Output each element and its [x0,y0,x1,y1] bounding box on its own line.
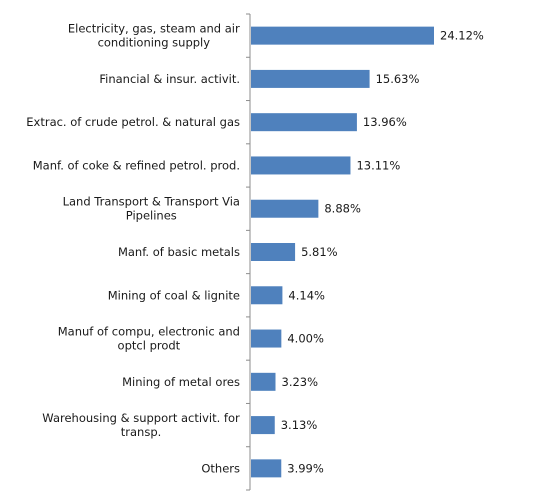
category-label: Extrac. of crude petrol. & natural gas [26,115,240,129]
value-labels: 24.12% 15.63% 13.96% 13.11% 8.88% 5.81% 4.14% 4… [281,29,484,476]
category-label-line: Mining of coal & lignite [108,288,240,302]
bar [251,372,276,391]
bar [251,156,351,175]
category-label: Manuf of compu, electronic and optcl prod… [58,325,240,353]
data-label: 24.12% [440,29,484,43]
category-label-line: Mining of metal ores [122,375,240,389]
category-label-line: Manf. of coke & refined petrol. prod. [33,158,240,172]
bar [251,459,282,478]
data-label: 15.63% [376,72,420,86]
category-label: Electricity, gas, steam and air condition… [68,22,240,50]
bar [251,113,357,132]
data-label: 3.23% [282,375,319,389]
data-label: 13.11% [356,158,400,172]
data-label: 5.81% [301,245,338,259]
category-label-line: Financial & insur. activit. [99,72,240,86]
category-label: Financial & insur. activit. [99,72,240,86]
category-label-line: Manf. of basic metals [118,245,240,259]
bar [251,329,282,348]
category-label: Manf. of basic metals [118,245,240,259]
bars-group [251,26,434,478]
data-label: 3.13% [281,418,318,432]
category-label-line: transp. [121,425,162,439]
bar [251,199,319,218]
data-label: 3.99% [287,461,324,475]
category-label-line: Electricity, gas, steam and air [68,22,240,36]
data-label: 13.96% [363,115,407,129]
category-label-line: Pipelines [126,209,177,223]
category-label: Land Transport & Transport Via Pipelines [63,195,240,223]
y-axis-ticks [246,13,250,491]
bar [251,416,275,435]
category-label-line: conditioning supply [98,36,211,50]
category-label: Warehousing & support activit. for transp… [42,411,240,439]
category-label: Manf. of coke & refined petrol. prod. [33,158,240,172]
category-label: Others [201,461,240,475]
bar [251,26,434,45]
category-label-line: Warehousing & support activit. for [42,411,240,425]
data-label: 4.14% [288,288,325,302]
data-label: 4.00% [287,332,324,346]
category-label-line: Extrac. of crude petrol. & natural gas [26,115,240,129]
bar [251,286,283,305]
data-label: 8.88% [324,202,361,216]
category-label-line: optcl prodt [118,339,181,353]
category-label: Mining of metal ores [122,375,240,389]
category-label-line: Land Transport & Transport Via [63,195,240,209]
category-label: Mining of coal & lignite [108,288,240,302]
category-label-line: Others [201,461,240,475]
bar [251,243,296,261]
bar [251,69,370,88]
category-labels: Electricity, gas, steam and air condition… [26,22,240,476]
category-label-line: Manuf of compu, electronic and [58,325,240,339]
